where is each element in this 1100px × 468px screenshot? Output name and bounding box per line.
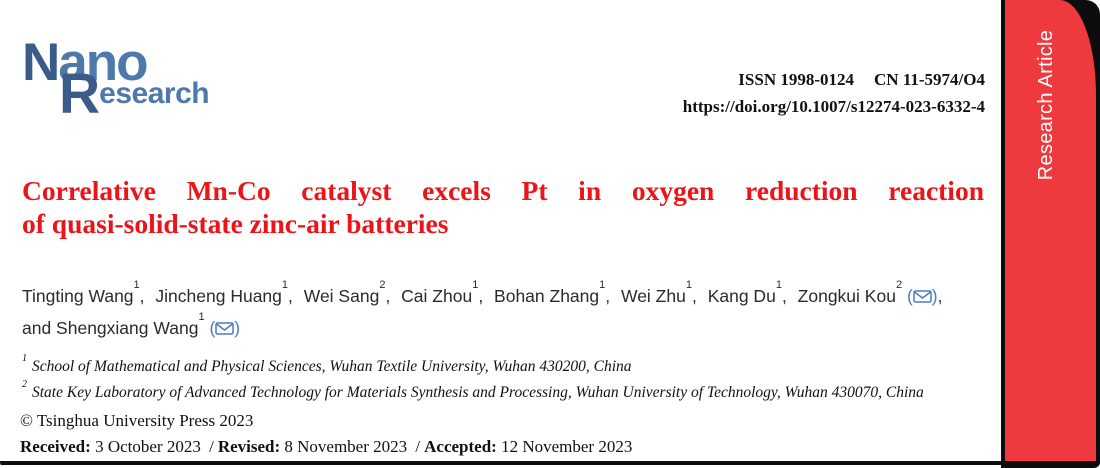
author-name: Wei Zhu bbox=[621, 285, 686, 306]
envelope-icon bbox=[913, 290, 932, 303]
author-name: Kang Du bbox=[707, 285, 776, 306]
author-affiliation-sup: 1 bbox=[198, 310, 205, 323]
email-icon[interactable]: () bbox=[209, 317, 241, 338]
logo-letter-n: N bbox=[22, 33, 60, 92]
logo-letter-r: R bbox=[59, 62, 100, 126]
affiliation-list: 1 School of Mathematical and Physical Sci… bbox=[22, 352, 982, 403]
logo-word-nano: Nano bbox=[22, 33, 149, 92]
doi-link[interactable]: https://doi.org/10.1007/s12274-023-6332-… bbox=[682, 97, 985, 116]
research-article-banner: Research Article bbox=[1005, 0, 1096, 461]
author-name: Bohan Zhang bbox=[494, 285, 600, 306]
author-name: Zongkui Kou bbox=[797, 285, 896, 306]
author: Wei Zhu1, bbox=[621, 279, 702, 306]
date-value: 8 November 2023 bbox=[280, 437, 408, 456]
logo-letters-esearch: esearch bbox=[99, 77, 210, 110]
author: Bohan Zhang1, bbox=[494, 279, 615, 306]
date-value: 3 October 2023 bbox=[90, 437, 201, 456]
date-separator: / bbox=[204, 437, 214, 456]
affiliation: 1 School of Mathematical and Physical Sci… bbox=[22, 353, 632, 376]
date-separator: / bbox=[411, 437, 421, 456]
issn-cn-line: ISSN 1998-0124 CN 11-5974/O4 bbox=[683, 66, 985, 93]
copyright-line: © Tsinghua University Press 2023 bbox=[20, 411, 254, 430]
date-label: Revised: bbox=[217, 437, 281, 456]
affiliation-sup: 2 bbox=[22, 378, 27, 390]
author: Jincheng Huang1, bbox=[155, 279, 298, 306]
author-name: Tingting Wang bbox=[22, 285, 134, 306]
logo-letters-ano: ano bbox=[58, 33, 148, 92]
author-affiliation-sup: 1 bbox=[599, 279, 606, 291]
banner-label: Research Article bbox=[1035, 29, 1057, 181]
article-title-line1: Correlative Mn-Co catalyst excels Pt in … bbox=[22, 175, 984, 206]
email-icon[interactable]: () bbox=[906, 285, 938, 306]
author: and Shengxiang Wang1 () bbox=[22, 310, 990, 342]
date-value: 12 November 2023 bbox=[496, 437, 633, 456]
author-name: Jincheng Huang bbox=[155, 285, 282, 306]
issn-number: ISSN 1998-0124 bbox=[738, 70, 855, 89]
author-affiliation-sup: 1 bbox=[281, 279, 289, 291]
publication-info: ISSN 1998-0124 CN 11-5974/O4 https://doi.… bbox=[683, 66, 985, 120]
affiliation-sup: 1 bbox=[22, 353, 27, 364]
article-title: Correlative Mn-Co catalyst excels Pt in … bbox=[22, 174, 984, 240]
author-name: and Shengxiang Wang bbox=[22, 317, 199, 338]
affiliation: 2 State Key Laboratory of Advanced Techno… bbox=[22, 378, 924, 401]
author-affiliation-sup: 2 bbox=[379, 279, 386, 291]
author-name: Wei Sang bbox=[303, 285, 380, 306]
author-affiliation-sup: 2 bbox=[895, 279, 903, 291]
history-dates-line: Received: 3 October 2023 /Revised: 8 Nov… bbox=[20, 437, 632, 457]
date-label: Received: bbox=[20, 437, 91, 456]
author: Kang Du1, bbox=[707, 279, 792, 306]
author-affiliation-sup: 1 bbox=[685, 279, 692, 291]
page-bottom-rule bbox=[0, 461, 1100, 465]
author-affiliation-sup: 1 bbox=[472, 279, 479, 291]
author-name: Cai Zhou bbox=[401, 285, 473, 306]
date-label: Accepted: bbox=[424, 437, 497, 456]
author: Tingting Wang1, bbox=[22, 279, 150, 306]
cn-number: CN 11-5974/O4 bbox=[874, 70, 985, 89]
article-title-line2: of quasi-solid-state zinc-air batteries bbox=[22, 208, 449, 239]
author-affiliation-sup: 1 bbox=[775, 279, 782, 291]
author: Zongkui Kou2 (), bbox=[797, 279, 943, 306]
author: Wei Sang2, bbox=[303, 279, 396, 306]
author-affiliation-sup: 1 bbox=[133, 279, 140, 291]
envelope-icon bbox=[215, 321, 235, 335]
author: Cai Zhou1, bbox=[401, 279, 489, 306]
author-list: Tingting Wang1, Jincheng Huang1, Wei San… bbox=[22, 278, 990, 342]
